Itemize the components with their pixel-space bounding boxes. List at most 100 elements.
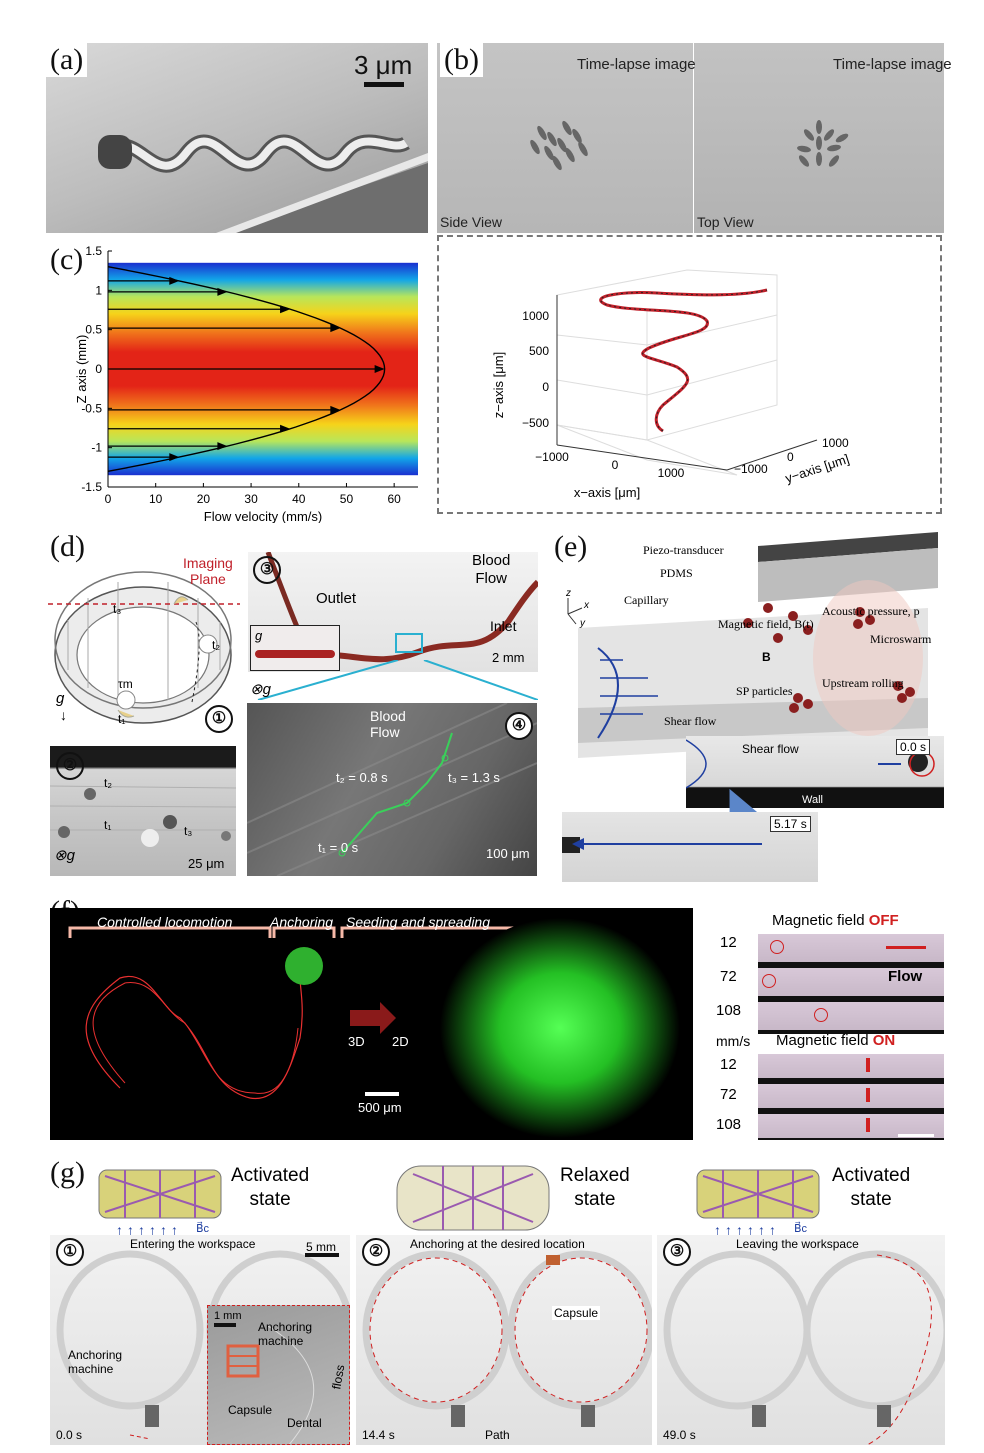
- scale-bar-f: [365, 1092, 399, 1096]
- step-g2-badge: ②: [362, 1238, 390, 1266]
- axis-x: x: [584, 600, 589, 611]
- plane-text: Plane: [190, 571, 226, 587]
- flow-word: Flow: [475, 570, 508, 587]
- g-label-inset: g: [255, 628, 263, 643]
- imaging-text: Imaging: [183, 555, 233, 571]
- x-tick-label: 60: [387, 492, 401, 506]
- y-tick-label: 1.5: [85, 244, 102, 258]
- scale-100-label: 100 μm: [486, 846, 530, 861]
- time-g2: 14.4 s: [362, 1428, 395, 1442]
- panel-label-g: (g): [46, 1156, 89, 1190]
- scale-2mm-label: 2 mm: [492, 650, 525, 665]
- helix-micrograph: [98, 134, 428, 233]
- z-tick-500: 500: [529, 344, 549, 358]
- time-0-label: 0.0 s: [896, 739, 931, 755]
- field-arrows-1: ↑↑↑↑↑↑: [116, 1222, 182, 1238]
- p1-title: Entering the workspace: [130, 1237, 256, 1251]
- flow-arrow-head: [374, 365, 385, 373]
- y-axis-title: Z axis (mm): [74, 335, 89, 404]
- tau-label: τm: [118, 677, 133, 691]
- relaxed-state: Relaxed state: [560, 1164, 630, 1212]
- speed-108-off: 108: [716, 1002, 742, 1019]
- t2-label-2: t₂: [104, 776, 112, 790]
- tube-photo-3: [657, 1235, 945, 1445]
- swarm-side-image: [530, 120, 588, 171]
- speed-12-on: 12: [720, 1056, 737, 1073]
- flow-arrow-head: [330, 405, 341, 414]
- flow-arrow-head: [280, 424, 291, 433]
- panel-label-b: (b): [440, 43, 483, 77]
- capillary-label: Capillary: [624, 593, 669, 607]
- ring-channel-diagram: [48, 571, 240, 724]
- relaxed-text: Relaxed: [560, 1165, 630, 1186]
- wall-label: Wall: [802, 794, 823, 806]
- unit-label: mm/s: [716, 1033, 751, 1049]
- blood-word: Blood: [472, 552, 511, 569]
- panel-label-d: (d): [46, 530, 89, 564]
- inset-scale-bar: [214, 1323, 236, 1327]
- axis-z: z: [566, 588, 571, 599]
- flow-arrow-head: [217, 287, 228, 296]
- upstream-label: Upstream rolling: [822, 676, 904, 690]
- field-arrows-2: ↑↑↑↑↑↑: [714, 1222, 780, 1238]
- x-tick-label: 0: [105, 492, 112, 506]
- x-tick-0: 0: [612, 458, 619, 472]
- p2-title: Anchoring at the desired location: [410, 1237, 585, 1251]
- panel-a-image: [46, 43, 428, 233]
- x-tick-label: 30: [244, 492, 258, 506]
- x-axis-label: x−axis [μm]: [574, 485, 640, 500]
- mf-on-text: Magnetic field: [776, 1032, 873, 1049]
- t1-time: t₁ = 0 s: [318, 840, 359, 855]
- panel-label-c: (c): [46, 243, 88, 277]
- flow-arrow-head: [169, 276, 180, 285]
- y-tick-label: -1.5: [81, 480, 102, 494]
- scale-500-label: 500 μm: [358, 1100, 402, 1115]
- time-g3: 49.0 s: [663, 1428, 696, 1442]
- magnetic-off-title: Magnetic field OFF: [772, 912, 899, 929]
- y-tick-label: 0.5: [85, 323, 102, 337]
- x-axis-title: Flow velocity (mm/s): [204, 509, 322, 523]
- flow-arrow-head: [217, 442, 228, 451]
- step-4-badge: ④: [505, 712, 533, 740]
- inset-anchoring-word: Anchoring: [258, 1320, 313, 1334]
- channels-on: [758, 1054, 944, 1140]
- y-tick-label: -1: [91, 441, 102, 455]
- tube-photo-2: [356, 1235, 652, 1445]
- anchoring-machine-label: Anchoring machine: [68, 1348, 122, 1376]
- b-field-label: B: [762, 650, 771, 664]
- inset-3: g: [250, 625, 340, 671]
- swarm-top-image: [797, 120, 849, 167]
- panel-label-a: (a): [46, 43, 88, 77]
- bc-label-2: B⃗c: [794, 1223, 808, 1235]
- magnetic-label: Magnetic field, B(t): [718, 617, 814, 631]
- x-tick-neg1000: −1000: [535, 450, 569, 464]
- top-view-label: Top View: [697, 214, 754, 230]
- acoustic-label: Acoustic pressure, p: [822, 604, 920, 618]
- d3-label: 3D: [348, 1034, 365, 1049]
- x-tick-label: 50: [340, 492, 354, 506]
- d2-label: 2D: [392, 1034, 409, 1049]
- seeding-label: Seeding and spreading: [346, 914, 491, 930]
- x-tick-1000: 1000: [658, 466, 685, 480]
- g-arrow-icon: ↓: [60, 707, 67, 723]
- imaging-plane-label: Imaging Plane: [183, 555, 233, 587]
- t1-label-ring: t₁: [118, 712, 126, 726]
- flow-label-f: Flow: [888, 968, 923, 985]
- speed-12-off: 12: [720, 934, 737, 951]
- flow-arrow-head: [330, 324, 341, 333]
- speed-72-on: 72: [720, 1086, 737, 1103]
- state-text-1: state: [249, 1189, 291, 1210]
- acoustic-capillary-diagram: [567, 532, 938, 758]
- lattice-activated-1: [98, 1169, 222, 1219]
- panel-b-top-view: [694, 43, 944, 233]
- step-g3-badge: ③: [663, 1238, 691, 1266]
- y-tick-neg1000: −1000: [734, 462, 768, 476]
- mf-off-state: OFF: [868, 912, 899, 929]
- state-text-2: state: [574, 1189, 616, 1210]
- time-g1: 0.0 s: [56, 1428, 83, 1442]
- activated-text-1: Activated: [231, 1165, 310, 1186]
- helix-3d-plot-frame: [437, 235, 942, 514]
- z-tick-neg500: −500: [522, 416, 549, 430]
- p3-title: Leaving the workspace: [736, 1237, 859, 1251]
- step-2-badge: ②: [56, 752, 84, 780]
